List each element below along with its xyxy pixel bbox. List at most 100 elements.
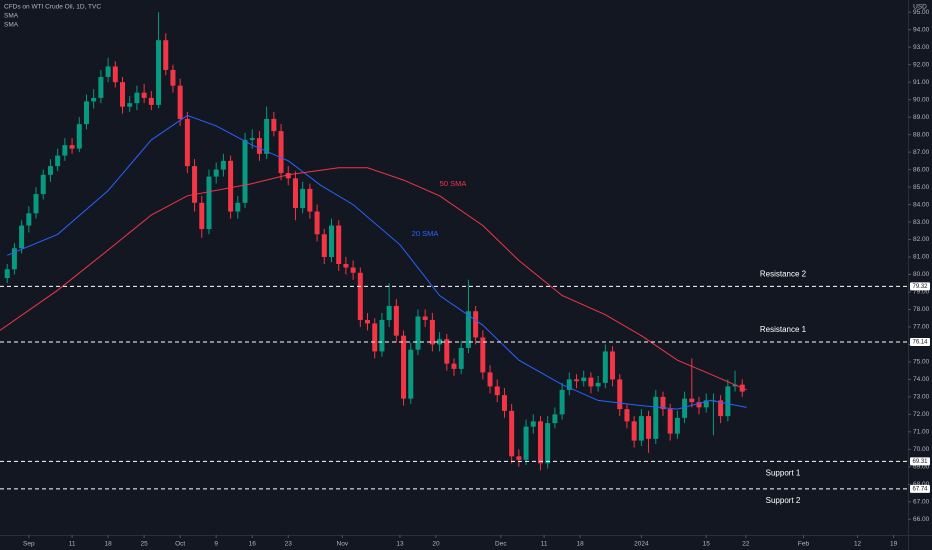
level-label: Support 1: [766, 469, 801, 478]
candle-body: [624, 409, 630, 422]
candle-body: [40, 174, 46, 195]
candle-body: [235, 202, 241, 212]
level-label: Resistance 2: [760, 269, 807, 278]
candle-body: [365, 319, 371, 324]
candle-body: [480, 337, 486, 373]
x-tick-label: 15: [703, 541, 711, 548]
x-tick-label: 13: [396, 541, 404, 548]
candle-body: [271, 118, 277, 132]
price-tag: [910, 282, 930, 291]
x-tick-label: 22: [742, 541, 750, 548]
candle-body: [660, 396, 666, 410]
y-tick-label: 84.00: [913, 201, 930, 208]
candle-body: [646, 416, 652, 439]
candle-body: [696, 402, 702, 408]
candle-body: [530, 421, 536, 427]
candle-body: [264, 118, 270, 154]
x-tick-label: 20: [432, 541, 440, 548]
y-tick-label: 91.00: [913, 79, 930, 86]
candle-body: [112, 66, 118, 83]
candle-body: [465, 311, 471, 348]
price-tag-label: 79.32: [912, 284, 928, 290]
candle-body: [566, 379, 572, 390]
x-tick-label: Nov: [337, 541, 349, 548]
candle-body: [11, 248, 17, 270]
x-tick-label: Dec: [495, 541, 507, 548]
candle-body: [386, 305, 392, 320]
candle-body: [199, 202, 205, 230]
x-tick-label: Sep: [23, 541, 35, 548]
x-tick-label: 23: [285, 541, 293, 548]
candle-body: [242, 139, 248, 203]
x-tick-label: 25: [141, 541, 149, 548]
sma-line: [0, 167, 747, 391]
candle-body: [33, 194, 39, 214]
y-tick-label: 82.00: [913, 236, 930, 243]
candle-body: [574, 379, 580, 382]
candle-body: [682, 398, 688, 418]
candle-body: [667, 409, 673, 434]
indicator-legend: SMA: [4, 13, 19, 20]
y-tick-label: 77.00: [913, 324, 930, 331]
y-tick-label: 86.00: [913, 166, 930, 173]
y-tick-label: 83.00: [913, 219, 930, 226]
y-tick-label: 75.00: [913, 359, 930, 366]
x-tick-label: Feb: [798, 541, 810, 548]
candle-body: [249, 138, 255, 140]
candle-body: [552, 414, 558, 424]
candle-body: [372, 323, 378, 352]
y-tick-label: 94.00: [913, 26, 930, 33]
candle-body: [105, 66, 111, 77]
candle-body: [444, 339, 450, 364]
candle-body: [4, 269, 10, 278]
candle-body: [725, 386, 731, 417]
y-tick-label: 78.00: [913, 306, 930, 313]
candle-body: [170, 69, 176, 86]
candle-body: [26, 213, 32, 226]
candle-body: [328, 225, 334, 258]
candle-body: [401, 335, 407, 399]
x-tick-label: 18: [576, 541, 584, 548]
y-tick-label: 92.00: [913, 61, 930, 68]
y-tick-label: 80.00: [913, 271, 930, 278]
y-tick-label: 73.00: [913, 394, 930, 401]
candle-body: [278, 131, 284, 174]
candle-body: [148, 97, 154, 105]
candle-body: [408, 349, 414, 399]
x-tick-label: Oct: [175, 541, 185, 548]
candle-body: [516, 456, 522, 460]
price-tag: [910, 484, 930, 493]
y-tick-label: 68.00: [913, 481, 930, 488]
candle-body: [156, 40, 162, 105]
x-tick-label: 11: [541, 541, 548, 548]
candle-body: [429, 319, 435, 345]
candle-body: [581, 377, 587, 382]
candle-body: [62, 145, 68, 156]
candle-body: [393, 305, 399, 336]
candle-body: [206, 176, 212, 230]
candle-body: [357, 272, 363, 320]
candle-body: [732, 384, 738, 387]
candle-body: [321, 234, 327, 258]
y-tick-label: 70.00: [913, 446, 930, 453]
candle-body: [487, 372, 493, 387]
candle-body: [285, 173, 291, 179]
candle-body: [47, 166, 53, 175]
x-tick-label: 12: [854, 541, 862, 548]
candle-body: [98, 76, 104, 98]
candle-body: [256, 138, 262, 154]
candle-body: [184, 118, 190, 167]
price-tag-label: 76.14: [912, 340, 928, 346]
candle-body: [674, 417, 680, 434]
candle-body: [91, 97, 97, 102]
x-tick-label: 9: [214, 541, 218, 548]
price-tag-label: 67.74: [912, 486, 928, 492]
candle-body: [703, 400, 709, 408]
candle-body: [69, 145, 75, 149]
candle-body: [379, 319, 385, 352]
candle-body: [458, 347, 464, 369]
candle-body: [134, 92, 140, 104]
candle-body: [163, 40, 169, 70]
candle-body: [76, 124, 82, 149]
candle-body: [177, 85, 183, 119]
